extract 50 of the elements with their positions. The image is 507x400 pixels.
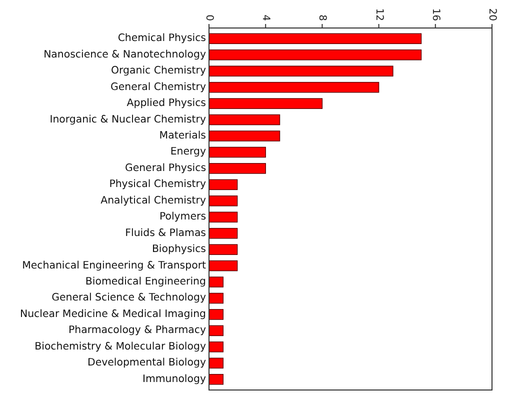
bar	[208, 163, 266, 174]
bar	[208, 228, 238, 239]
y-tick-label: Analytical Chemistry	[100, 195, 206, 206]
y-tick-label: Immunology	[142, 374, 206, 385]
y-tick-label: Polymers	[159, 212, 206, 223]
y-tick-label: Mechanical Engineering & Transport	[22, 260, 206, 272]
y-tick-label: Energy	[170, 146, 206, 158]
y-tick-label: Biochemistry & Molecular Biology	[34, 341, 206, 352]
y-tick-label: Nuclear Medicine & Medical Imaging	[20, 308, 206, 320]
y-tick-label: Pharmacology & Pharmacy	[68, 325, 206, 336]
y-tick-label: Organic Chemistry	[111, 66, 206, 77]
y-tick-label: Nanoscience & Nanotechnology	[44, 49, 206, 60]
x-tick-label: 12	[373, 8, 384, 21]
bar	[208, 325, 224, 336]
bar	[208, 212, 238, 222]
x-tick-label: 4	[260, 14, 272, 21]
bar	[208, 292, 224, 304]
x-tick-label: 8	[316, 14, 328, 21]
x-tick-label: 0	[204, 14, 214, 21]
bar	[208, 244, 238, 255]
y-tick-label: Applied Physics	[126, 98, 206, 110]
bar	[208, 49, 422, 60]
y-tick-label: Biomedical Engineering	[85, 276, 206, 288]
y-tick-label: Biophysics	[152, 244, 206, 256]
y-tick-label: Inorganic & Nuclear Chemistry	[50, 114, 206, 126]
y-tick-label: General Chemistry	[110, 82, 206, 93]
x-tick-label: 16	[430, 8, 441, 21]
bar	[208, 374, 224, 385]
bar	[208, 130, 280, 142]
bar	[208, 342, 224, 352]
y-tick-label: General Science & Technology	[52, 292, 206, 304]
y-tick-label: General Physics	[124, 162, 206, 174]
bar	[208, 98, 323, 109]
y-tick-label: Physical Chemistry	[109, 179, 206, 190]
bar	[208, 309, 224, 320]
y-tick-label: Developmental Biology	[87, 358, 206, 369]
bar	[208, 276, 224, 288]
bar	[208, 196, 238, 206]
bar	[208, 358, 224, 369]
x-tick-label: 20	[486, 8, 498, 21]
bar	[208, 82, 380, 93]
y-tick-label: Fluids & Plamas	[125, 228, 206, 239]
bar	[208, 146, 266, 158]
y-tick-label: Materials	[159, 130, 206, 142]
bar	[208, 179, 238, 190]
bar	[208, 66, 394, 76]
y-tick-label: Chemical Physics	[118, 33, 206, 44]
bar	[208, 33, 422, 44]
bar	[208, 260, 238, 272]
bar	[208, 114, 280, 126]
